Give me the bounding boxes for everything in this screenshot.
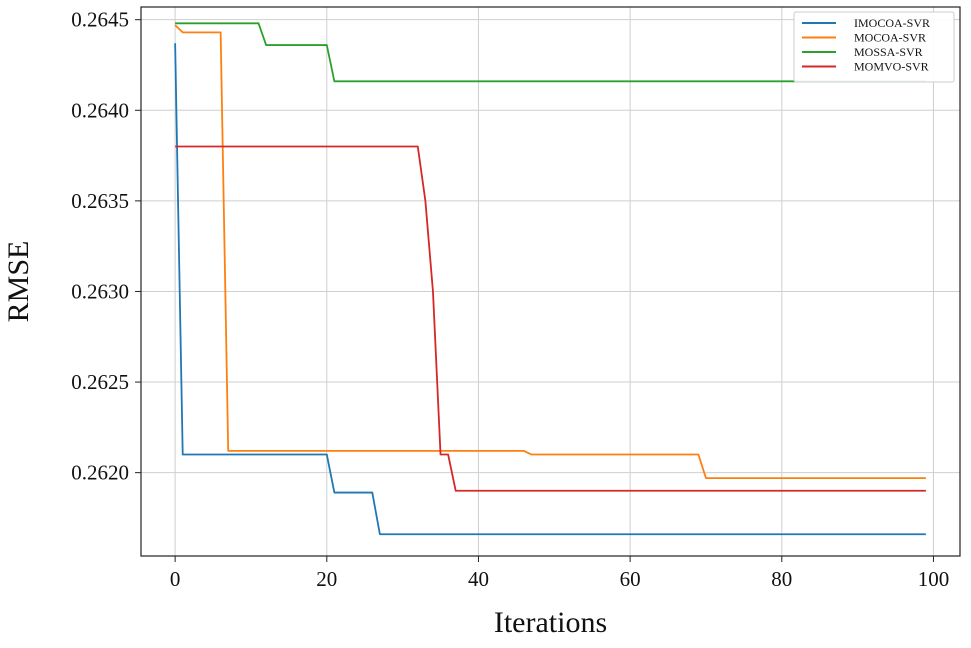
legend-label: MOCOA-SVR <box>854 31 926 45</box>
x-tick-label: 80 <box>771 567 792 591</box>
legend-label: MOMVO-SVR <box>854 60 929 74</box>
x-tick-label: 60 <box>620 567 641 591</box>
plot-frame <box>140 6 961 557</box>
grid <box>141 7 960 556</box>
x-tick-label: 100 <box>918 567 950 591</box>
y-axis-label: RMSE <box>2 241 35 323</box>
y-tick-label: 0.2640 <box>71 98 129 122</box>
series-line-mocoa-svr <box>174 24 926 479</box>
y-tick-label: 0.2645 <box>71 8 129 32</box>
y-tick-label: 0.2625 <box>71 370 129 394</box>
legend-label: IMOCOA-SVR <box>854 16 930 30</box>
x-axis: 0 20 40 60 80 100 <box>170 556 949 591</box>
y-tick-label: 0.2620 <box>71 461 129 485</box>
x-axis-label: Iterations <box>494 606 607 639</box>
y-tick-label: 0.2630 <box>71 279 129 303</box>
x-tick-label: 20 <box>316 567 337 591</box>
series-lines <box>174 22 926 536</box>
series-line-momvo-svr <box>175 145 926 492</box>
x-tick-label: 40 <box>468 567 489 591</box>
y-tick-label: 0.2635 <box>71 189 129 213</box>
legend-box <box>793 11 955 83</box>
series-line-mossa-svr <box>175 22 926 83</box>
series-line-imocoa-svr <box>174 43 926 536</box>
x-tick-label: 0 <box>170 567 181 591</box>
y-axis: 0.2620 0.2625 0.2630 0.2635 0.2640 0.2645 <box>71 8 141 485</box>
legend-label: MOSSA-SVR <box>854 45 923 59</box>
